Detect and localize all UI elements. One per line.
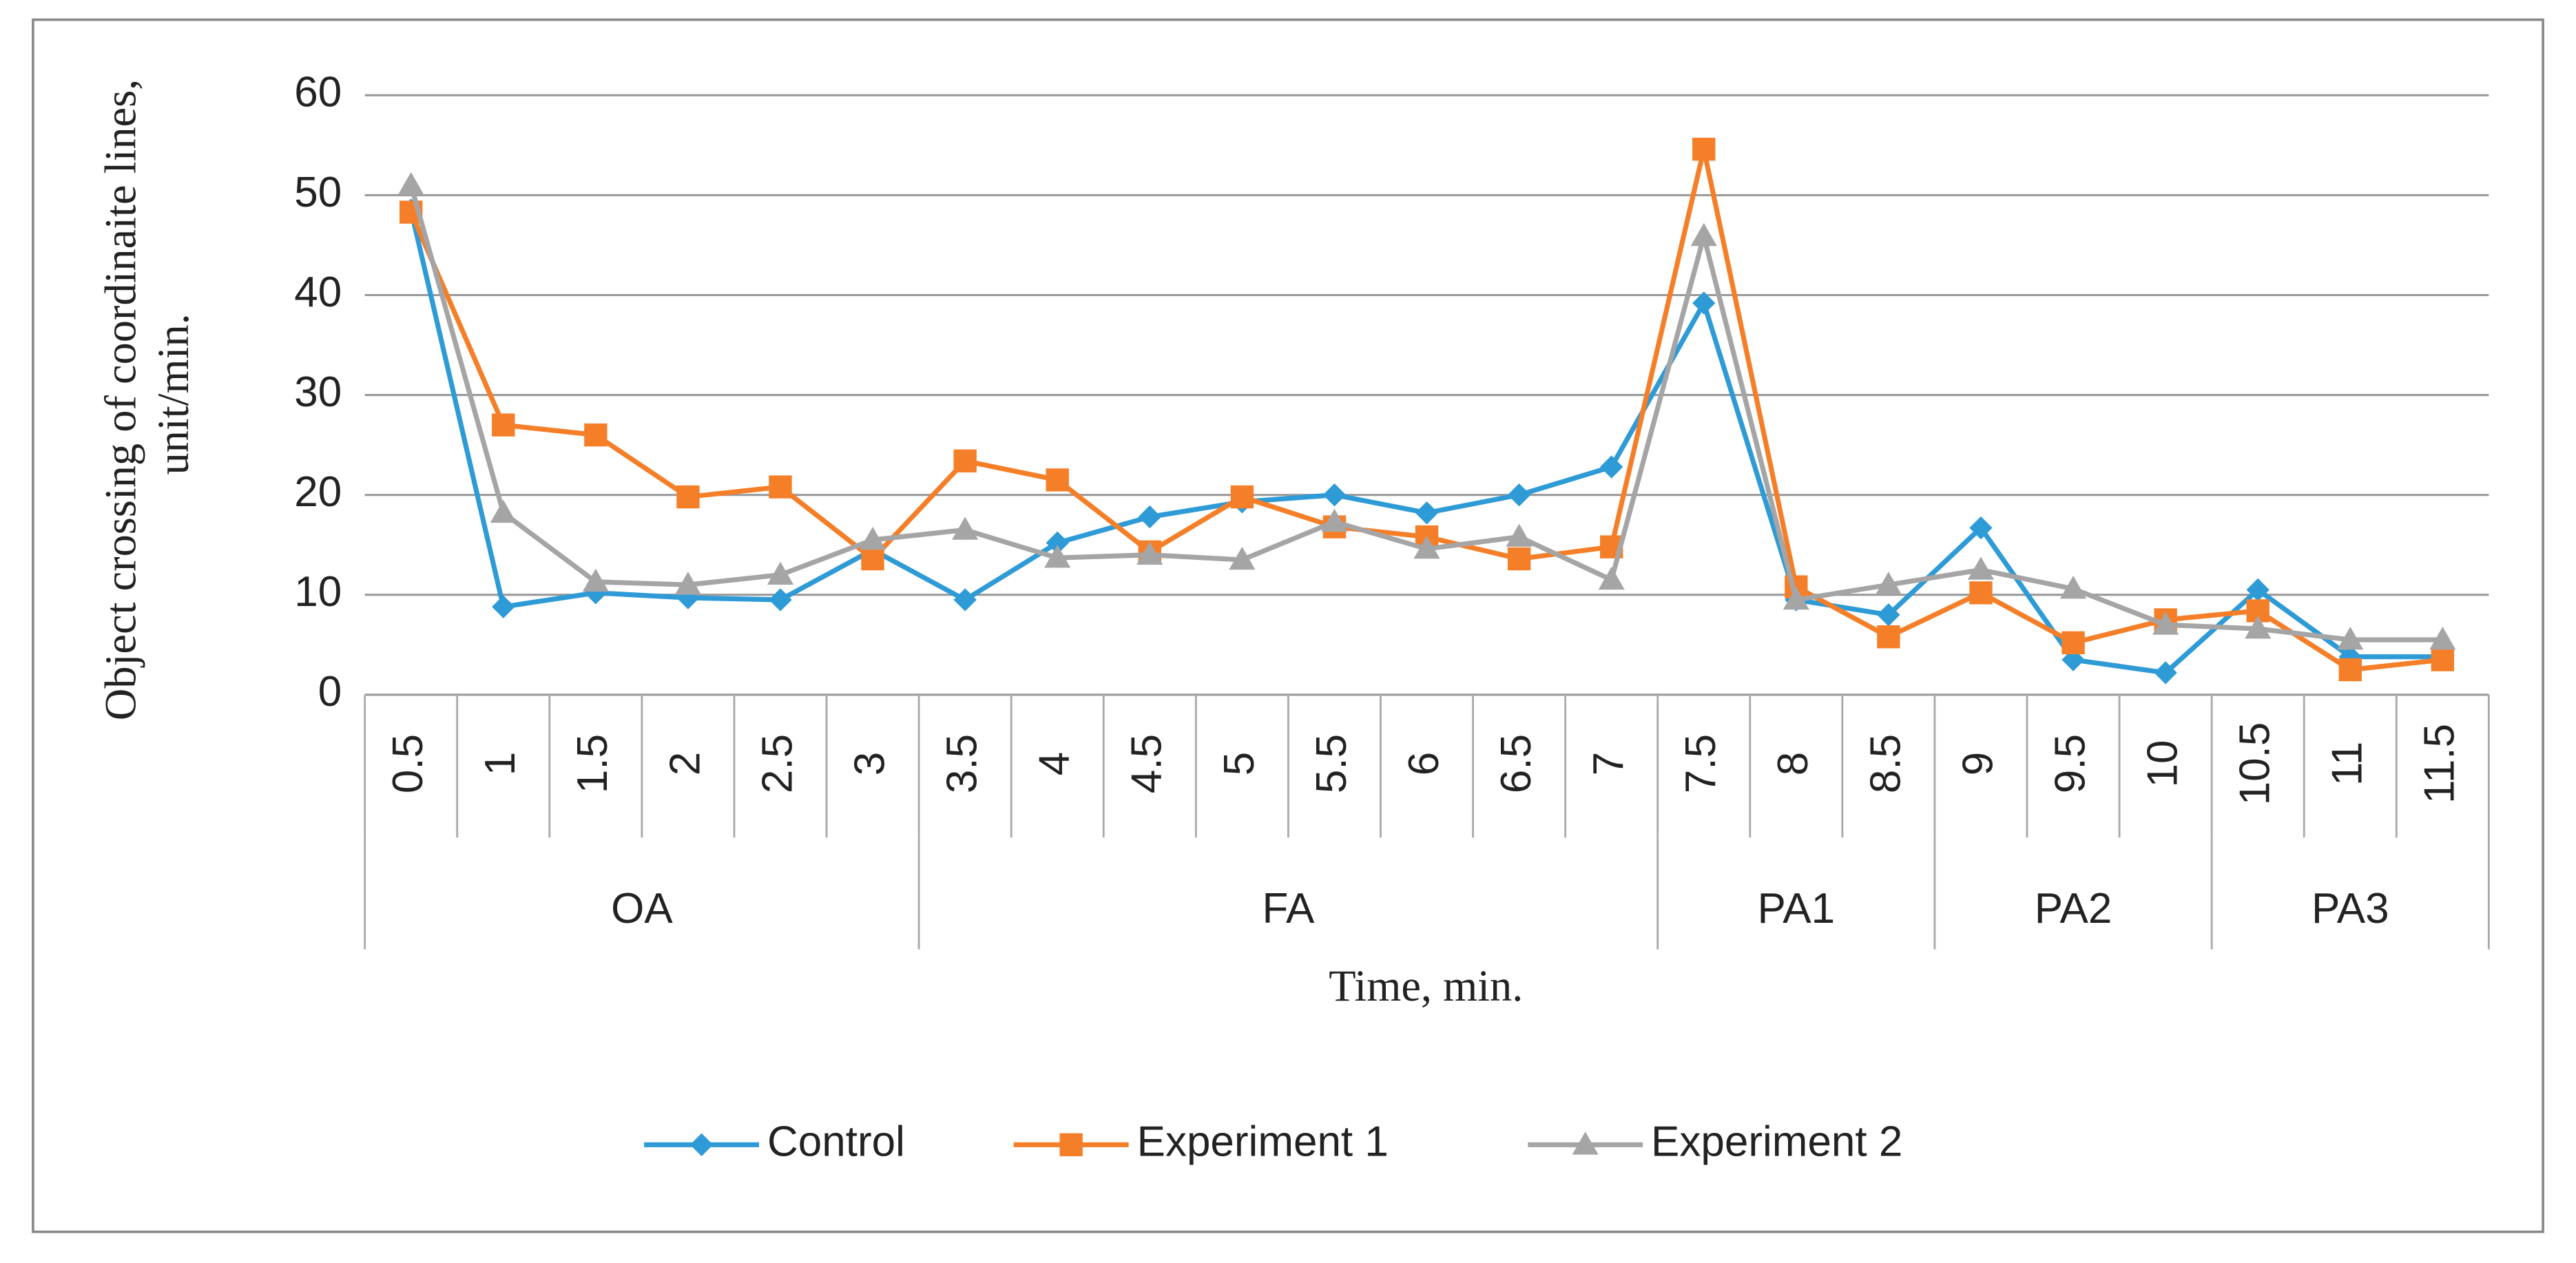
data-point	[2431, 648, 2455, 671]
data-point	[1507, 547, 1531, 571]
data-point	[1877, 603, 1900, 627]
data-point	[1875, 572, 1902, 595]
data-point	[1046, 531, 1069, 554]
x-tick-label: 5	[1216, 752, 1263, 775]
x-tick-label: 11.5	[2416, 724, 2464, 804]
data-point	[2246, 578, 2269, 602]
data-point	[1506, 523, 1533, 547]
data-point	[1230, 485, 1254, 509]
data-point	[1507, 483, 1531, 507]
data-point	[584, 423, 607, 447]
x-tick-label: 4.5	[1123, 734, 1171, 793]
x-tick-label: 3.5	[939, 734, 986, 793]
x-tick-label: 0.5	[384, 734, 432, 793]
data-point	[861, 547, 884, 571]
data-point	[1321, 508, 1348, 532]
data-point	[769, 475, 792, 499]
x-tick-label: 7	[1585, 752, 1632, 775]
data-point	[953, 449, 977, 473]
legend-marker	[1059, 1133, 1083, 1156]
legend-label: Experiment 1	[1137, 1118, 1389, 1166]
x-tick-label: 1	[477, 752, 524, 775]
data-point	[1229, 546, 1256, 570]
group-label: OA	[611, 885, 673, 932]
x-tick-label: 3	[846, 752, 893, 775]
data-point	[2245, 615, 2272, 639]
x-tick-label: 2	[661, 752, 709, 775]
chart-border	[32, 18, 2544, 1233]
group-label: PA1	[1758, 885, 1836, 932]
x-tick-label: 2.5	[754, 734, 801, 793]
x-tick-label: 9.5	[2046, 734, 2094, 793]
data-point	[674, 572, 702, 595]
data-point	[1598, 566, 1625, 590]
x-tick-label: 1.5	[569, 734, 616, 793]
y-axis-title-line: Object crossing of coordinaite lines,	[96, 79, 145, 720]
data-point	[582, 568, 609, 592]
x-tick-label: 5.5	[1308, 734, 1355, 793]
y-axis-title-line: unit/min.	[149, 313, 198, 474]
data-point	[490, 499, 517, 523]
data-point	[397, 171, 424, 196]
data-point	[860, 526, 886, 550]
data-point	[676, 485, 700, 509]
data-point	[1136, 541, 1163, 565]
data-point	[1046, 468, 1069, 492]
data-point	[2059, 575, 2087, 599]
data-point	[2338, 658, 2362, 682]
data-point	[492, 413, 515, 437]
y-tick-label: 0	[318, 668, 342, 716]
y-tick-label: 10	[294, 568, 342, 616]
data-point	[2337, 626, 2364, 650]
y-tick-label: 60	[294, 69, 342, 116]
data-point	[1692, 291, 1716, 315]
data-point	[1413, 535, 1440, 559]
data-point	[1322, 483, 1347, 507]
data-point	[1969, 516, 1993, 540]
legend-label: Control	[767, 1118, 905, 1166]
data-point	[1044, 544, 1071, 568]
data-point	[767, 561, 794, 585]
data-point	[1783, 586, 1809, 610]
group-label: FA	[1263, 885, 1315, 932]
y-tick-label: 40	[294, 269, 342, 316]
y-axis-title: Object crossing of coordinaite lines, un…	[96, 68, 197, 720]
x-tick-label: 10.5	[2232, 722, 2279, 806]
data-point	[2152, 612, 2179, 635]
y-tick-label: 30	[294, 368, 342, 416]
data-point	[1692, 137, 1716, 161]
group-label: PA2	[2035, 885, 2112, 932]
x-tick-label: 8	[1769, 752, 1817, 775]
data-point	[2429, 626, 2456, 650]
x-tick-label: 7.5	[1677, 734, 1725, 793]
data-point	[953, 588, 977, 612]
data-point	[2061, 631, 2085, 655]
x-tick-label: 6.5	[1493, 734, 1540, 793]
x-tick-label: 4	[1031, 752, 1079, 775]
data-point	[1967, 556, 1995, 580]
y-tick-label: 50	[294, 169, 342, 216]
x-tick-label: 11	[2324, 742, 2371, 786]
data-point	[1877, 625, 1900, 649]
data-point	[952, 516, 979, 540]
legend-marker	[1572, 1131, 1599, 1155]
x-tick-label: 8.5	[1862, 734, 1909, 793]
legend-label: Experiment 2	[1651, 1118, 1902, 1166]
x-axis-title: Time, min.	[1329, 961, 1523, 1010]
data-point	[1690, 222, 1717, 247]
x-tick-label: 6	[1400, 752, 1448, 775]
data-point	[492, 595, 515, 618]
group-label: PA3	[2312, 885, 2389, 932]
y-tick-label: 20	[294, 468, 342, 516]
x-tick-label: 10	[2139, 740, 2186, 788]
data-point	[1138, 505, 1161, 529]
x-tick-label: 9	[1954, 752, 2002, 775]
data-point	[1969, 581, 1993, 605]
